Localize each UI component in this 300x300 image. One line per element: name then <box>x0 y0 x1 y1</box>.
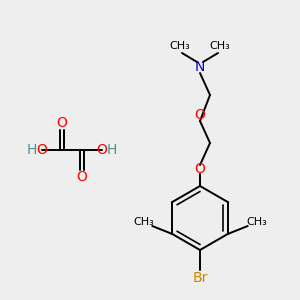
Text: CH₃: CH₃ <box>246 217 267 227</box>
Text: CH₃: CH₃ <box>133 217 154 227</box>
Text: Br: Br <box>192 271 208 285</box>
Text: H: H <box>107 143 117 157</box>
Text: O: O <box>76 170 87 184</box>
Text: O: O <box>195 162 206 176</box>
Text: CH₃: CH₃ <box>210 41 230 51</box>
Text: H: H <box>27 143 37 157</box>
Text: CH₃: CH₃ <box>169 41 190 51</box>
Text: O: O <box>195 108 206 122</box>
Text: N: N <box>195 60 205 74</box>
Text: O: O <box>37 143 47 157</box>
Text: O: O <box>57 116 68 130</box>
Text: O: O <box>97 143 107 157</box>
